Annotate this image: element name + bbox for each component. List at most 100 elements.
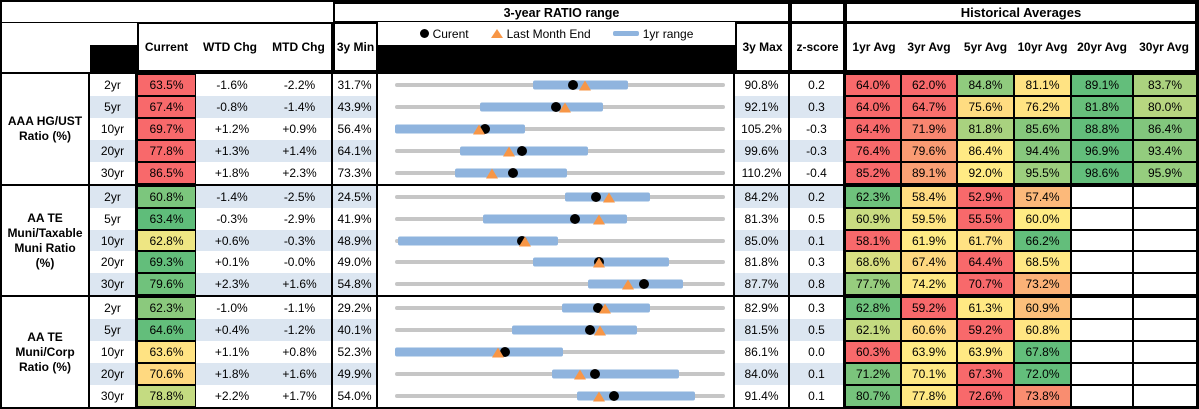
last-month-end-triangle-marker bbox=[491, 347, 504, 358]
avg-cell-5yr-avg: 67.3% bbox=[957, 363, 1014, 386]
max-3y-cell: 99.6% bbox=[735, 139, 790, 162]
avg-cell-3yr-avg: 64.7% bbox=[901, 95, 957, 118]
min-3y-cell: 31.7% bbox=[333, 74, 378, 96]
max-3y-cell: 84.2% bbox=[735, 185, 790, 208]
z-score-cell: 0.5 bbox=[790, 319, 845, 342]
current-value-cell: 69.7% bbox=[137, 117, 196, 140]
avg-cell-30yr-avg bbox=[1133, 385, 1197, 407]
1yr-range-bar bbox=[482, 214, 627, 224]
max-3y-cell: 82.9% bbox=[735, 297, 790, 320]
avg-cell-3yr-avg: 60.6% bbox=[901, 319, 957, 342]
avg-cell-10yr-avg: 94.4% bbox=[1014, 139, 1071, 162]
mtd-chg-cell: +1.6% bbox=[268, 363, 333, 386]
avg-cell-5yr-avg: 81.8% bbox=[957, 117, 1014, 140]
max-3y-cell: 90.8% bbox=[735, 74, 790, 96]
min-3y-cell: 49.0% bbox=[333, 251, 378, 274]
z-score-cell: 0.3 bbox=[790, 251, 845, 274]
table-row: 10yr 63.6% +1.1% +0.8% 52.3% 86.1% 0.0 60.3% 63.… bbox=[90, 341, 1197, 364]
mtd-chg-cell: +0.9% bbox=[268, 117, 333, 140]
min-3y-cell: 52.3% bbox=[333, 341, 378, 364]
max-3y-cell: 81.8% bbox=[735, 251, 790, 274]
last-month-end-triangle-marker bbox=[599, 303, 612, 314]
group-section-3: AA TE Muni/Corp Ratio (%) 2yr 62.3% -1.0% -1.1… bbox=[2, 295, 1197, 407]
z-score-cell: 0.1 bbox=[790, 363, 845, 386]
range-chart-cell bbox=[378, 229, 735, 252]
1yr-range-bar bbox=[395, 124, 525, 134]
1yr-range-bar bbox=[512, 325, 638, 335]
avg-cell-1yr-avg: 71.2% bbox=[845, 363, 901, 386]
avg-cell-20yr-avg bbox=[1071, 207, 1133, 230]
1yr-range-bar bbox=[395, 347, 563, 357]
avg-cell-1yr-avg: 64.4% bbox=[845, 117, 901, 140]
max-3y-cell: 85.0% bbox=[735, 229, 790, 252]
current-value-cell: 77.8% bbox=[137, 139, 196, 162]
last-month-end-triangle-marker bbox=[518, 236, 531, 247]
avg-cell-3yr-avg: 59.2% bbox=[901, 297, 957, 320]
1yr-range-bar bbox=[397, 236, 558, 246]
z-score-cell: 0.1 bbox=[790, 385, 845, 407]
avg-cell-10yr-avg: 66.2% bbox=[1014, 229, 1071, 252]
current-value-cell: 78.8% bbox=[137, 385, 196, 407]
header-empty-cell bbox=[790, 2, 845, 23]
current-dot-marker bbox=[593, 303, 604, 314]
table-row: 30yr 78.8% +2.2% +1.7% 54.0% 91.4% 0.1 80.7% 77.… bbox=[90, 385, 1197, 407]
avg-cell-1yr-avg: 85.2% bbox=[845, 161, 901, 184]
3y-range-track bbox=[395, 238, 725, 243]
avg-cell-10yr-avg: 72.0% bbox=[1014, 363, 1071, 386]
range-chart-cell bbox=[378, 139, 735, 162]
wtd-chg-cell: +2.2% bbox=[214, 389, 250, 404]
tenor-header-black-cell bbox=[90, 45, 137, 72]
avg-cell-10yr-avg: 73.8% bbox=[1014, 385, 1071, 407]
avg-cell-1yr-avg: 62.8% bbox=[845, 297, 901, 320]
col-header-20yr-avg: 20yr Avg bbox=[1077, 40, 1127, 54]
tenor-cell: 30yr bbox=[90, 385, 137, 407]
avg-cell-5yr-avg: 63.9% bbox=[957, 341, 1014, 364]
current-dot-marker bbox=[550, 101, 561, 112]
avg-cell-30yr-avg: 80.0% bbox=[1133, 95, 1197, 118]
avg-cell-10yr-avg: 67.8% bbox=[1014, 341, 1071, 364]
mtd-chg-cell: -2.5% bbox=[268, 185, 333, 208]
range-chart-cell bbox=[378, 273, 735, 296]
group-label-line: Ratio (%) bbox=[19, 359, 71, 374]
table-row: 20yr 69.3% +0.1% -0.0% 49.0% 81.8% 0.3 68.6% 67.… bbox=[90, 251, 1197, 274]
legend-item-current: Curent bbox=[419, 27, 469, 41]
max-3y-cell: 105.2% bbox=[735, 117, 790, 140]
chart-section-title: 3-year RATIO range bbox=[333, 2, 790, 23]
table-row: 5yr 64.6% +0.4% -1.2% 40.1% 81.5% 0.5 62.1% 60.6… bbox=[90, 319, 1197, 342]
avg-cell-10yr-avg: 76.2% bbox=[1014, 95, 1071, 118]
table-row: 30yr 79.6% +2.3% +1.6% 54.8% 87.7% 0.8 77.7% 74.… bbox=[90, 273, 1197, 296]
legend-item-1yr-range: 1yr range bbox=[612, 27, 693, 41]
1yr-range-bar bbox=[479, 102, 604, 112]
avg-cell-30yr-avg bbox=[1133, 207, 1197, 230]
avg-cell-10yr-avg: 85.6% bbox=[1014, 117, 1071, 140]
avg-cell-3yr-avg: 61.9% bbox=[901, 229, 957, 252]
group-label: AA TE Muni/Taxable Muni Ratio (%) bbox=[2, 185, 90, 296]
avg-cell-30yr-avg bbox=[1133, 297, 1197, 320]
col-header-current: Current bbox=[144, 40, 189, 54]
avg-cell-3yr-avg: 59.5% bbox=[901, 207, 957, 230]
last-month-end-triangle-marker bbox=[559, 102, 572, 113]
current-value-cell: 69.3% bbox=[137, 251, 196, 274]
wtd-chg-cell: -0.3% bbox=[216, 211, 248, 226]
z-score-cell: 0.0 bbox=[790, 341, 845, 364]
avg-cell-5yr-avg: 72.6% bbox=[957, 385, 1014, 407]
chart-legend: Curent Last Month End 1yr range bbox=[378, 22, 735, 72]
col-header-5yr-avg: 5yr Avg bbox=[963, 40, 1008, 54]
avg-cell-5yr-avg: 70.7% bbox=[957, 273, 1014, 296]
tenor-cell: 20yr bbox=[90, 139, 137, 162]
tenor-cell: 2yr bbox=[90, 74, 137, 96]
legend-last-month-label: Last Month End bbox=[506, 26, 591, 41]
avg-cell-20yr-avg bbox=[1071, 185, 1133, 208]
current-value-cell: 79.6% bbox=[137, 273, 196, 296]
wtd-chg-cell: +0.1% bbox=[214, 255, 250, 270]
avg-cell-20yr-avg: 96.9% bbox=[1071, 139, 1133, 162]
z-score-cell: 0.2 bbox=[790, 74, 845, 96]
avg-cell-1yr-avg: 80.7% bbox=[845, 385, 901, 407]
mtd-chg-cell: -2.9% bbox=[268, 207, 333, 230]
avg-cell-3yr-avg: 74.2% bbox=[901, 273, 957, 296]
avg-cell-20yr-avg: 89.1% bbox=[1071, 74, 1133, 96]
group-label-line: AAA HG/UST bbox=[7, 113, 83, 128]
avg-cell-20yr-avg: 88.8% bbox=[1071, 117, 1133, 140]
avg-cell-1yr-avg: 68.6% bbox=[845, 251, 901, 274]
3y-range-track bbox=[395, 394, 725, 399]
